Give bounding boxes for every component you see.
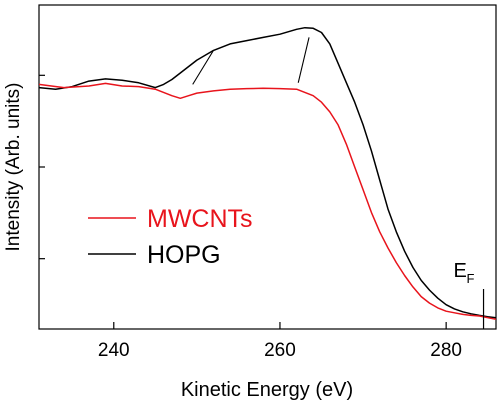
- guide-line: [297, 37, 310, 83]
- fermi-level-subscript: F: [467, 271, 475, 286]
- fermi-marker: E F: [454, 260, 485, 329]
- legend: MWCNTs HOPG: [88, 205, 253, 269]
- series-line-mwcnts: [38, 82, 497, 321]
- fermi-level-label: E: [454, 260, 467, 282]
- legend-label-mwcnts: MWCNTs: [147, 205, 253, 233]
- plot-frame: [38, 4, 497, 330]
- x-tick-label: 280: [430, 340, 462, 361]
- x-axis-label: Kinetic Energy (eV): [181, 379, 353, 401]
- x-tick-label: 240: [98, 340, 130, 361]
- x-tick-label: 260: [264, 340, 296, 361]
- x-axis-ticks: 240 260 280: [98, 322, 462, 361]
- series-line-hopg: [38, 26, 497, 319]
- guide-line: [192, 50, 214, 85]
- series-layer: [38, 26, 497, 321]
- y-axis-ticks: [39, 74, 45, 260]
- legend-label-hopg: HOPG: [147, 241, 221, 269]
- y-axis-label: Intensity (Arb. units): [3, 83, 24, 252]
- guide-lines: [192, 37, 310, 85]
